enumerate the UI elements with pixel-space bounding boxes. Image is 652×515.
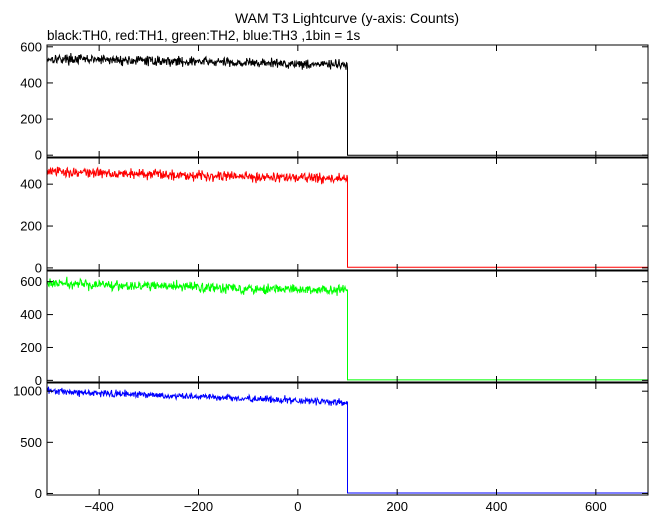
series-th0 xyxy=(46,53,648,156)
y-tick-label: 400 xyxy=(20,177,42,192)
x-tick-label: 400 xyxy=(486,499,508,514)
x-tick-label: 600 xyxy=(585,499,607,514)
x-tick-label: −200 xyxy=(184,499,213,514)
y-tick-label: 500 xyxy=(20,435,42,450)
panel-th0: 0 200 400 600 xyxy=(20,39,649,163)
y-tick-label: 0 xyxy=(35,373,42,388)
series-th2 xyxy=(46,276,648,381)
x-tick-label: 0 xyxy=(294,499,301,514)
y-tick-label: 0 xyxy=(35,148,42,163)
panel-th1: 0 200 400 xyxy=(20,157,649,275)
chart-title: WAM T3 Lightcurve (y-axis: Counts) xyxy=(235,10,459,26)
x-axis: −400 −200 0 200 400 600 xyxy=(85,499,607,514)
x-tick-label: −400 xyxy=(85,499,114,514)
y-tick-label: 0 xyxy=(35,260,42,275)
y-tick-label: 600 xyxy=(20,274,42,289)
series-th1 xyxy=(46,166,648,268)
y-tick-label: 200 xyxy=(20,219,42,234)
y-tick-label: 400 xyxy=(20,75,42,90)
chart-subtitle: black:TH0, red:TH1, green:TH2, blue:TH3 … xyxy=(47,28,361,43)
panel-th2: 0 200 400 600 xyxy=(20,270,649,388)
y-tick-label: 200 xyxy=(20,112,42,127)
y-tick-label: 400 xyxy=(20,307,42,322)
panel-frame xyxy=(46,270,649,383)
y-tick-label: 0 xyxy=(35,486,42,501)
y-tick-label: 200 xyxy=(20,340,42,355)
panel-frame xyxy=(46,382,649,496)
y-tick-label: 600 xyxy=(20,39,42,54)
x-tick-label: 200 xyxy=(386,499,408,514)
panel-frame xyxy=(46,44,649,158)
panel-th3: 0 500 1000 xyxy=(13,382,649,501)
y-tick-label: 1000 xyxy=(13,384,42,399)
series-th3 xyxy=(46,386,648,494)
panel-frame xyxy=(46,157,649,271)
